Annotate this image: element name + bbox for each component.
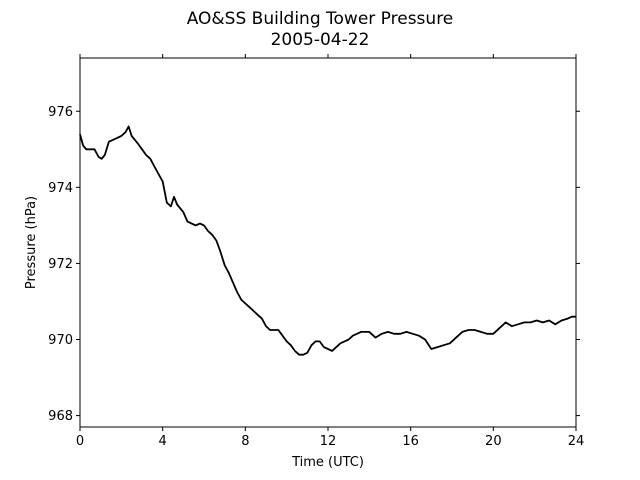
y-tick-label: 972 bbox=[48, 257, 73, 272]
x-tick-label: 8 bbox=[241, 434, 249, 449]
y-axis-label: Pressure (hPa) bbox=[24, 196, 39, 289]
x-tick-label: 24 bbox=[568, 434, 585, 449]
x-tick-label: 16 bbox=[402, 434, 419, 449]
x-ticks: 0 4 8 12 16 20 24 bbox=[76, 427, 584, 449]
y-tick-label: 970 bbox=[48, 333, 73, 348]
y-tick-label: 968 bbox=[48, 409, 73, 424]
chart-subtitle: 2005-04-22 bbox=[271, 30, 370, 50]
plot-area: 968 970 972 974 976 0 4 8 12 16 20 24 bbox=[48, 54, 584, 449]
chart-title: AO&SS Building Tower Pressure bbox=[187, 9, 454, 29]
x-axis-label: Time (UTC) bbox=[291, 455, 364, 470]
x-tick-label: 4 bbox=[159, 434, 167, 449]
right-ticks bbox=[576, 110, 580, 417]
pressure-line bbox=[79, 125, 576, 356]
y-tick-label: 974 bbox=[48, 181, 73, 196]
y-ticks: 968 970 972 974 976 bbox=[48, 105, 80, 424]
plot-frame bbox=[79, 57, 577, 428]
x-tick-label: 20 bbox=[485, 434, 502, 449]
x-tick-label: 0 bbox=[76, 434, 84, 449]
top-ticks bbox=[79, 54, 577, 58]
x-tick-label: 12 bbox=[320, 434, 337, 449]
y-tick-label: 976 bbox=[48, 105, 73, 120]
